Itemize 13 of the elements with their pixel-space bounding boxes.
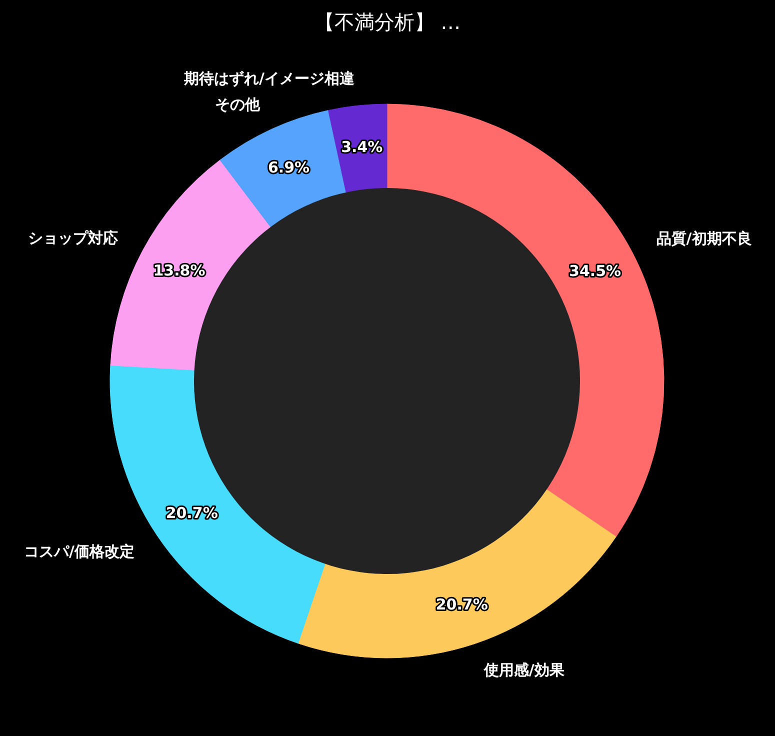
slice-label: 品質/初期不良 (656, 230, 752, 248)
slice-label: コスパ/価格改定 (24, 542, 134, 561)
data-label: 20.7% (436, 595, 488, 614)
data-label: 3.4% (341, 138, 383, 156)
data-label: 13.8% (153, 261, 206, 280)
data-label: 34.5% (569, 262, 622, 280)
title: 【不満分析】 … (314, 10, 461, 34)
slice-label: 使用感/効果 (482, 661, 566, 680)
slice-label: ショップ対応 (28, 228, 118, 247)
data-label: 20.7% (166, 504, 218, 522)
slice-label: 期待はずれ/イメージ相違 (183, 69, 356, 88)
data-label: 6.9% (268, 158, 310, 176)
slice-label: その他 (214, 95, 261, 114)
